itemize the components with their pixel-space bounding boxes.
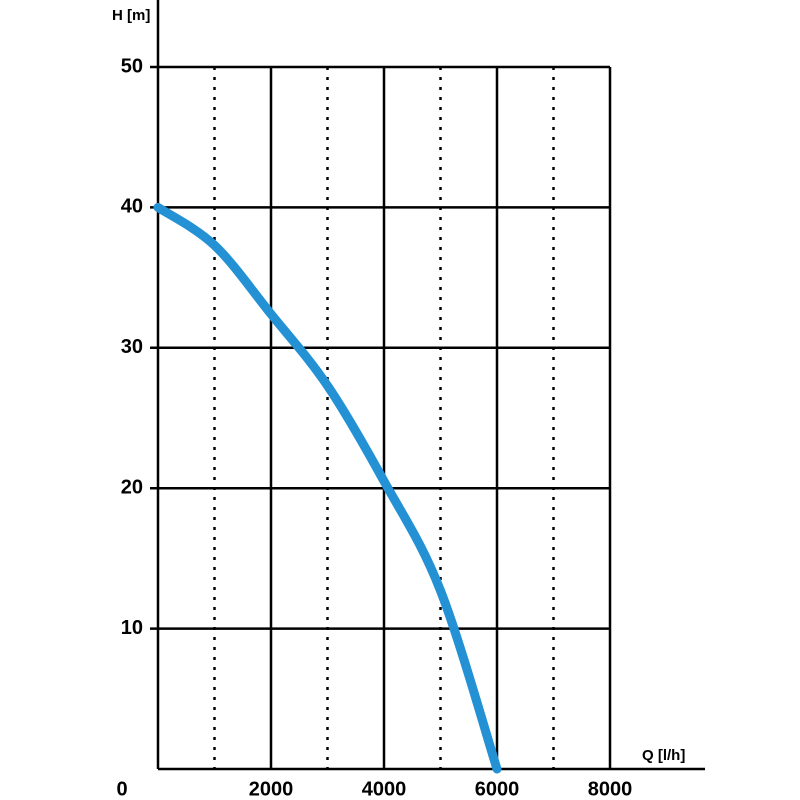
- y-tick-label: 10: [121, 617, 143, 639]
- x-axis-label: Q [l/h]: [642, 747, 685, 764]
- y-tick-label: 30: [121, 336, 143, 358]
- y-axis-label: H [m]: [112, 7, 150, 24]
- x-tick-label: 4000: [362, 778, 407, 800]
- x-tick-label: 2000: [249, 778, 294, 800]
- y-tick-label: 50: [121, 55, 143, 77]
- y-tick-label: 20: [121, 476, 143, 498]
- x-tick-label: 8000: [588, 778, 633, 800]
- y-tick-label: 40: [121, 196, 143, 218]
- x-tick-label: 0: [116, 778, 127, 800]
- x-tick-label: 6000: [475, 778, 520, 800]
- pump-curve: [153, 202, 502, 774]
